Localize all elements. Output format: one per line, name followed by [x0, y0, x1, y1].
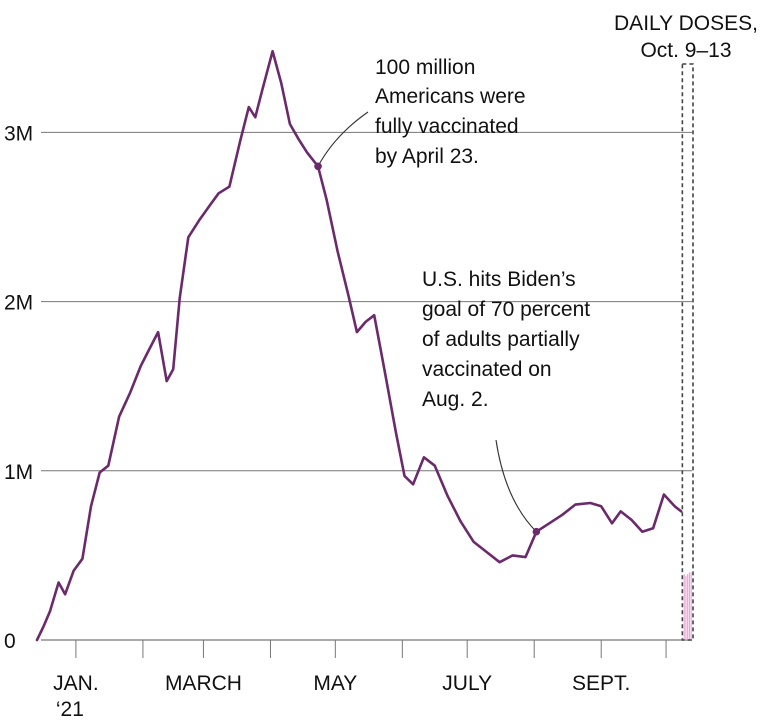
y-tick-label: 2M: [4, 292, 33, 315]
daily-dose-bar: [690, 572, 692, 640]
x-axis: JAN. ‘21 MARCH MAY JULY SEPT.: [53, 640, 667, 721]
annotation-april-line2: Americans were: [375, 85, 526, 108]
series-line: [35, 49, 683, 642]
annotations: [314, 111, 541, 536]
daily-doses-label-line1: DAILY DOSES,: [614, 12, 758, 35]
daily-doses-label-line2: Oct. 9–13: [640, 39, 731, 62]
x-tick-sublabel: ‘21: [56, 698, 84, 721]
gridlines: 0 1M 2M 3M: [4, 122, 692, 653]
annotation-leader-line: [495, 439, 537, 533]
x-tick-label: SEPT.: [572, 672, 630, 695]
y-tick-label: 3M: [4, 122, 33, 145]
y-tick-label: 0: [4, 630, 16, 653]
daily-dose-bar: [687, 574, 689, 640]
x-tick-label: MAY: [313, 672, 357, 695]
annotation-marker: [532, 527, 541, 536]
y-tick-label: 1M: [4, 461, 33, 484]
x-tick-label: JULY: [442, 672, 492, 695]
annotation-marker: [314, 162, 322, 171]
annotation-aug-line4: vaccinated on: [422, 358, 552, 381]
annotation-leader-line: [317, 111, 369, 167]
x-tick-label: MARCH: [165, 672, 242, 695]
daily-dose-bar: [688, 572, 690, 640]
annotation-april-line1: 100 million: [375, 56, 475, 79]
daily-doses-highlight-box: [681, 63, 694, 641]
x-tick-label: JAN.: [53, 672, 99, 695]
annotation-april-line3: fully vaccinated: [375, 115, 519, 138]
annotation-aug-line2: goal of 70 percent: [422, 298, 590, 321]
annotation-aug-line3: of adults partially: [422, 328, 580, 351]
series-line-path: [35, 49, 683, 642]
annotation-april-line4: by April 23.: [375, 145, 479, 168]
daily-doses-bars: [683, 572, 692, 640]
annotation-aug-line1: U.S. hits Biden’s: [422, 268, 576, 291]
daily-dose-bar: [685, 575, 687, 640]
daily-dose-bar: [683, 574, 685, 640]
annotation-aug-line5: Aug. 2.: [422, 388, 489, 411]
